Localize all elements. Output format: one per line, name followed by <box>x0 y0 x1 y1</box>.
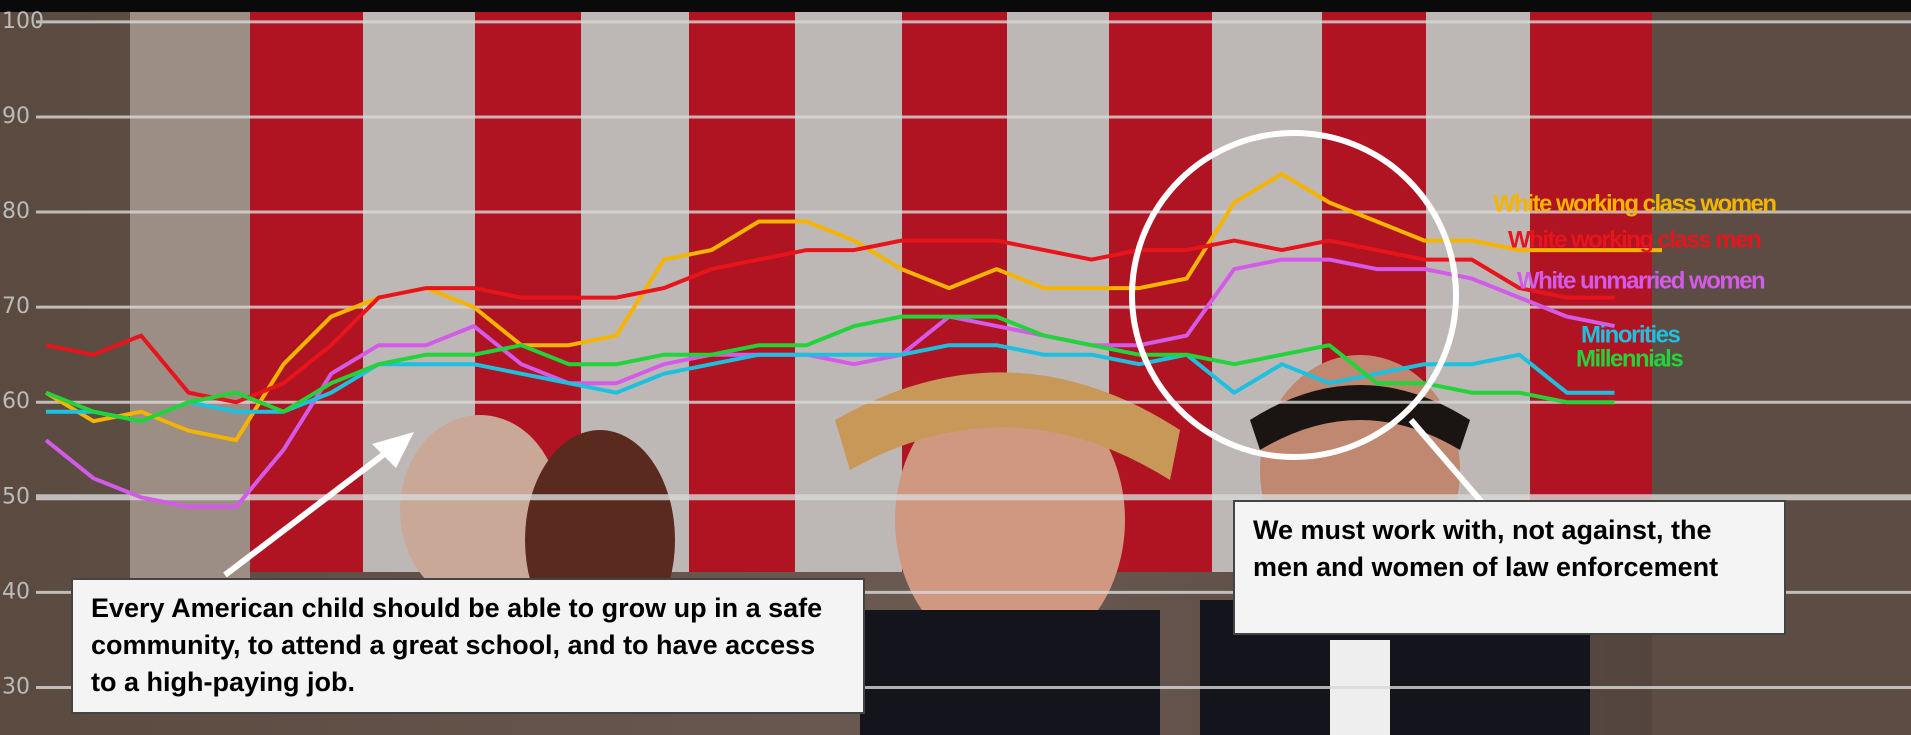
series-line <box>45 314 1615 424</box>
y-tick-label: 30 <box>2 674 30 699</box>
series-line <box>46 343 1615 424</box>
lines: White working class women White working c… <box>44 172 1778 509</box>
series-label: White working class men <box>1508 226 1761 253</box>
series-label: Millennials <box>1576 345 1683 372</box>
grid: 30 40 50 60 70 80 90 100 <box>2 9 1911 699</box>
y-tick-label: 80 <box>2 199 30 224</box>
series-label: Minorities <box>1581 321 1680 348</box>
y-tick-label: 40 <box>2 579 30 604</box>
series-line <box>44 172 1662 443</box>
top-bar <box>0 0 1911 12</box>
series-line <box>44 257 1615 509</box>
annotation-box: Every American child should be able to g… <box>71 578 865 714</box>
y-tick-label: 60 <box>2 389 30 414</box>
y-tick-label: 90 <box>2 104 30 129</box>
series-label: White working class women <box>1493 190 1776 217</box>
series-line <box>45 238 1615 405</box>
y-tick-label: 100 <box>2 9 44 34</box>
y-tick-label: 50 <box>2 484 30 509</box>
annotation-box: We must work with, not against, the men … <box>1233 500 1786 635</box>
series-label: White unmarried women <box>1517 267 1765 294</box>
y-tick-label: 70 <box>2 294 30 319</box>
